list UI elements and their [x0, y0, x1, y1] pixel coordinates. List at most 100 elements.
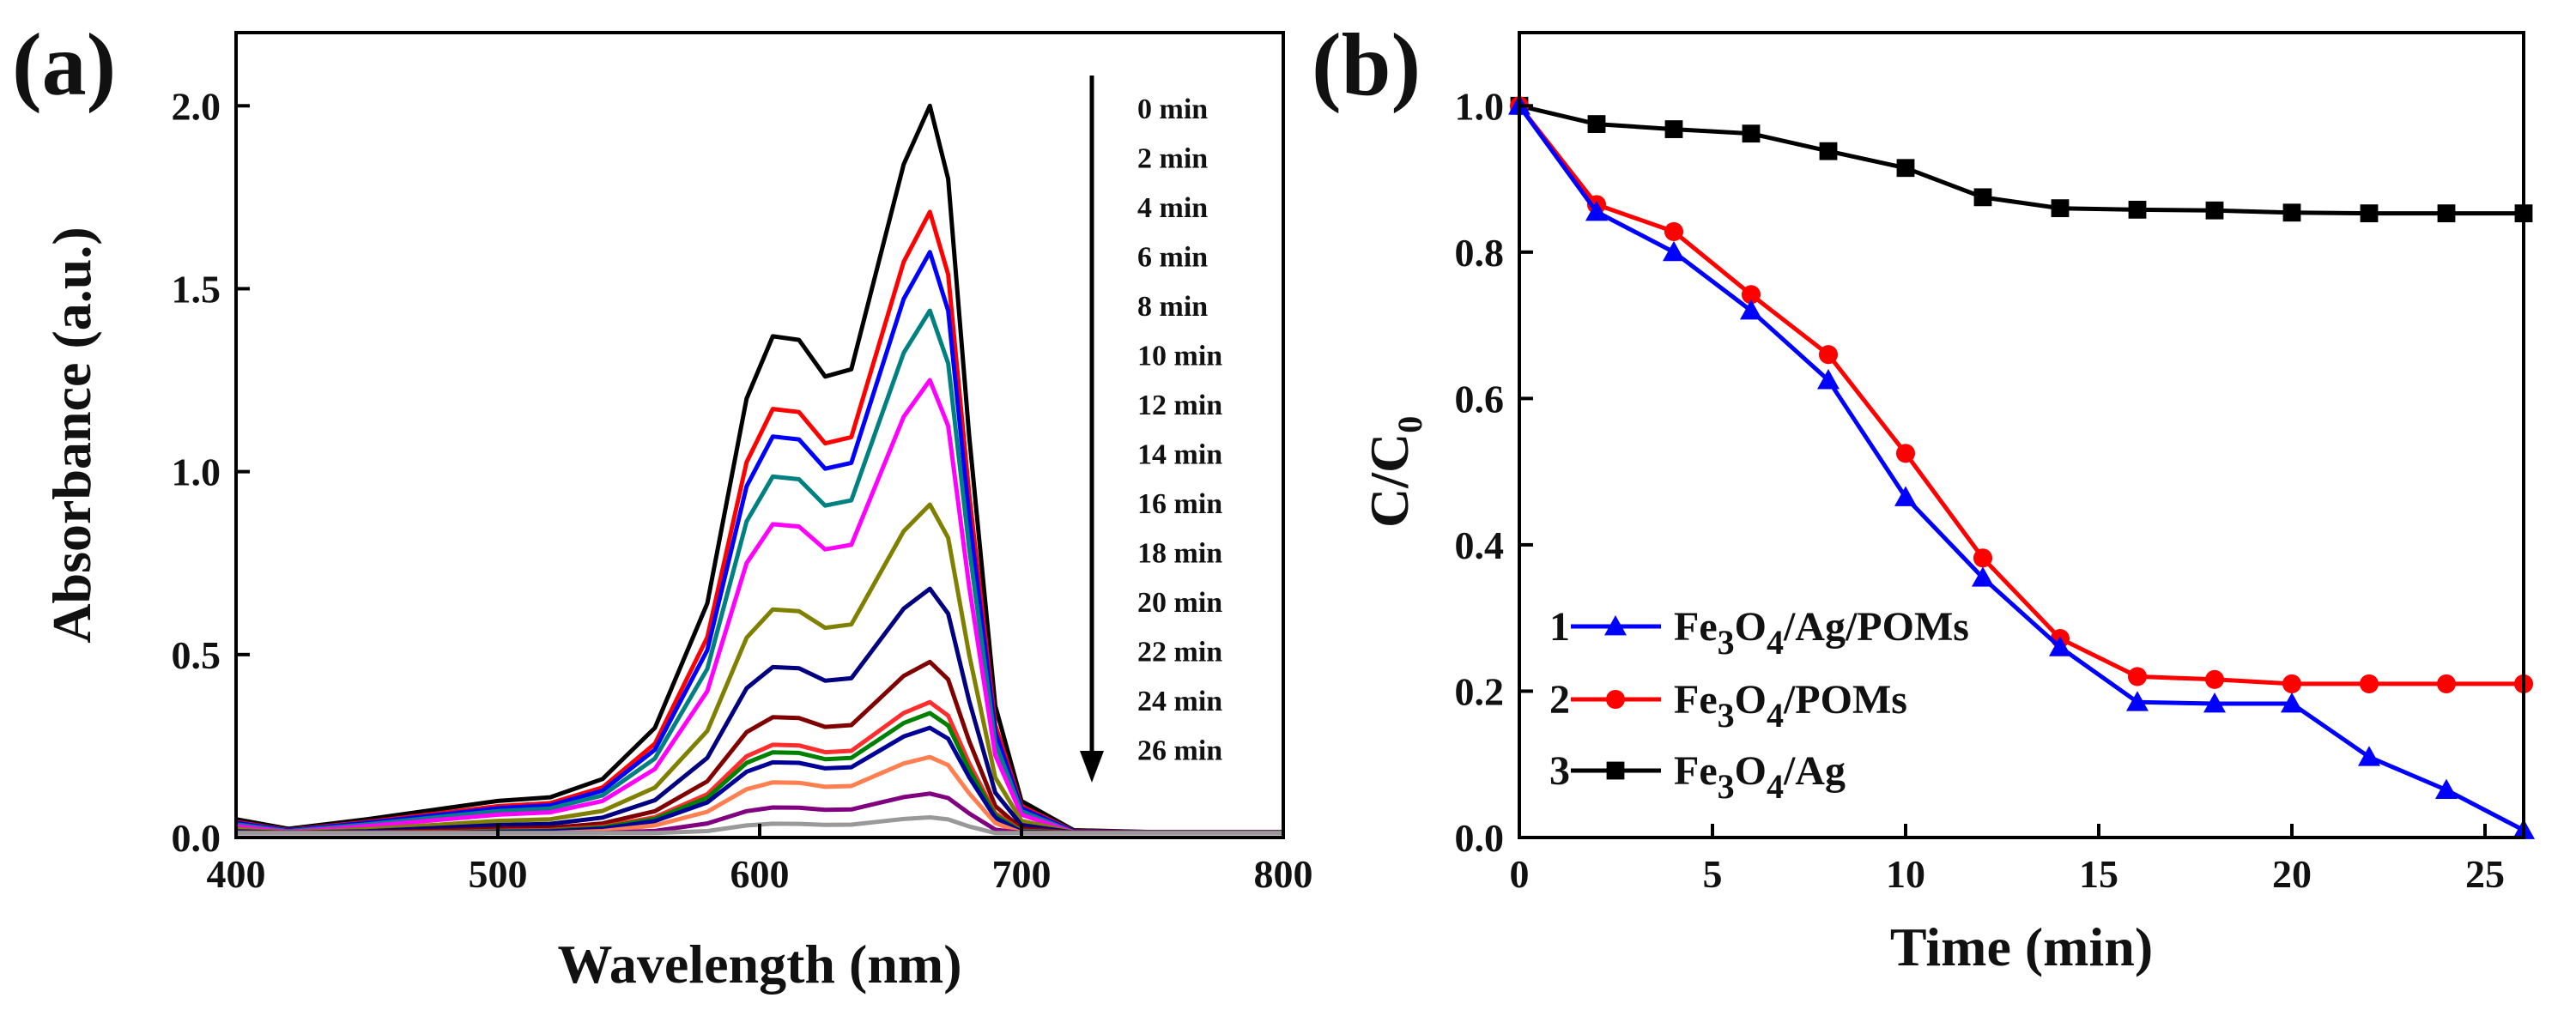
y-tick-label: 0.4 — [1455, 523, 1505, 567]
panel-a-curves — [235, 103, 1283, 836]
y-tick-label: 0.6 — [1455, 377, 1505, 420]
x-tick-label: 5 — [1703, 852, 1723, 896]
x-tick-label: 500 — [469, 852, 528, 896]
data-point — [1606, 761, 1625, 780]
x-tick-label: 25 — [2465, 852, 2505, 896]
y-tick-label: 0.2 — [1455, 669, 1505, 713]
x-tick-label: 400 — [207, 852, 266, 896]
data-point — [2203, 692, 2226, 713]
panel-b: (b) 0 5 10 15 20 25 0.0 0.2 0.4 0.6 0.8 1.0 1 Fe3O4/… — [1312, 15, 2535, 977]
spectrum-line — [235, 586, 1283, 835]
legend-label: Fe3O4/Ag — [1674, 748, 1846, 806]
legend-label: 14 min — [1137, 439, 1222, 471]
panel-b-axes: 0 5 10 15 20 25 0.0 0.2 0.4 0.6 0.8 1.0 — [1455, 84, 2506, 896]
y-tick-label: 0.0 — [1455, 816, 1505, 860]
legend-label: 4 min — [1137, 192, 1208, 224]
panel-b-legend: 1 Fe3O4/Ag/POMs 2 Fe3O4/POMs 3 Fe3O4/Ag — [1549, 604, 1969, 806]
x-tick-label: 15 — [2079, 852, 2118, 896]
x-tick-label: 0 — [1510, 852, 1530, 896]
data-point — [2204, 669, 2225, 689]
spectrum-line — [235, 308, 1283, 835]
time-arrow-head — [1080, 751, 1104, 783]
series-line — [1518, 103, 2524, 216]
data-point — [2358, 746, 2380, 766]
spectrum-line — [235, 378, 1283, 835]
y-tick-label: 1.0 — [1455, 84, 1505, 128]
data-point — [2128, 200, 2147, 219]
data-point — [2281, 692, 2303, 713]
data-point — [1973, 188, 1992, 207]
data-point — [1585, 200, 1608, 221]
x-tick-label: 10 — [1886, 852, 1925, 896]
panel-a-legend: 0 min 2 min 4 min 6 min 8 min 10 min 12 min 14 … — [1137, 94, 1222, 767]
data-point — [1663, 240, 1685, 262]
legend-label: 18 min — [1137, 538, 1222, 570]
data-point — [2205, 201, 2224, 220]
legend-number: 2 — [1549, 677, 1570, 723]
legend-label: Fe3O4/POMs — [1674, 677, 1907, 735]
panel-a-axes: 400 500 600 700 800 0.0 0.5 1.0 1.5 2.0 — [172, 84, 1313, 896]
spectrum-line — [235, 502, 1283, 835]
y-tick-label: 1.5 — [172, 267, 221, 311]
panel-a: (a) 400 500 600 700 800 0.0 0.5 1.0 1.5 2.0 0 min… — [12, 15, 1313, 995]
x-tick-label: 700 — [992, 852, 1052, 896]
legend-label: 12 min — [1137, 390, 1222, 421]
data-point — [2126, 691, 2149, 711]
panel-b-frame — [1518, 31, 2525, 839]
spectrum-line — [235, 103, 1283, 835]
data-point — [1587, 115, 1606, 133]
y-tick-label: 0.8 — [1455, 231, 1505, 275]
panel-b-y-label: C/C0 — [1359, 416, 1429, 528]
panel-a-x-label: Wavelength (nm) — [557, 934, 961, 995]
legend-label: Fe3O4/Ag/POMs — [1674, 604, 1969, 662]
data-point — [1740, 299, 1762, 320]
legend-label: 2 min — [1137, 143, 1208, 175]
data-point — [2049, 636, 2071, 656]
x-tick-label: 800 — [1254, 852, 1313, 896]
data-point — [1605, 689, 1626, 710]
legend-label: 22 min — [1137, 637, 1222, 668]
data-point — [2435, 778, 2458, 799]
legend-label: 0 min — [1137, 94, 1208, 125]
panel-a-y-label: Absorbance (a.u.) — [41, 227, 102, 643]
y-tick-label: 0.0 — [172, 816, 221, 860]
data-point — [1819, 142, 1838, 160]
y-tick-label: 1.0 — [172, 451, 221, 494]
y-tick-label: 0.5 — [172, 633, 221, 677]
legend-label: 6 min — [1137, 242, 1208, 274]
data-point — [1973, 548, 1993, 568]
data-point — [2359, 674, 2379, 693]
spectrum-line — [236, 815, 1283, 836]
x-tick-label: 600 — [730, 852, 790, 896]
data-point — [1664, 221, 1684, 241]
legend-label: 16 min — [1137, 488, 1222, 520]
x-tick-label: 20 — [2272, 852, 2312, 896]
panel-a-label: (a) — [12, 15, 116, 114]
data-point — [2282, 203, 2301, 222]
legend-number: 1 — [1549, 604, 1570, 650]
data-point — [2282, 674, 2302, 693]
series-line — [1517, 104, 2525, 832]
legend-label: 20 min — [1137, 587, 1222, 619]
data-point — [2127, 667, 2148, 686]
data-point — [1664, 120, 1683, 138]
legend-label: 8 min — [1137, 291, 1208, 323]
data-point — [1895, 444, 1916, 463]
data-point — [2360, 204, 2379, 223]
panel-b-curves — [1508, 94, 2535, 839]
series-line — [1518, 104, 2524, 686]
data-point — [1818, 345, 1839, 365]
spectrum-line — [235, 250, 1283, 835]
legend-label: 24 min — [1137, 686, 1222, 717]
spectrum-line — [235, 209, 1283, 835]
legend-label: 26 min — [1137, 735, 1222, 767]
data-point — [1894, 486, 1917, 506]
data-point — [1604, 615, 1627, 636]
data-point — [1742, 124, 1761, 143]
legend-label: 10 min — [1137, 341, 1222, 372]
legend-number: 3 — [1549, 748, 1570, 794]
panel-b-x-label: Time (min) — [1890, 916, 2153, 977]
spectrum-line — [236, 659, 1283, 835]
data-point — [1817, 369, 1840, 390]
